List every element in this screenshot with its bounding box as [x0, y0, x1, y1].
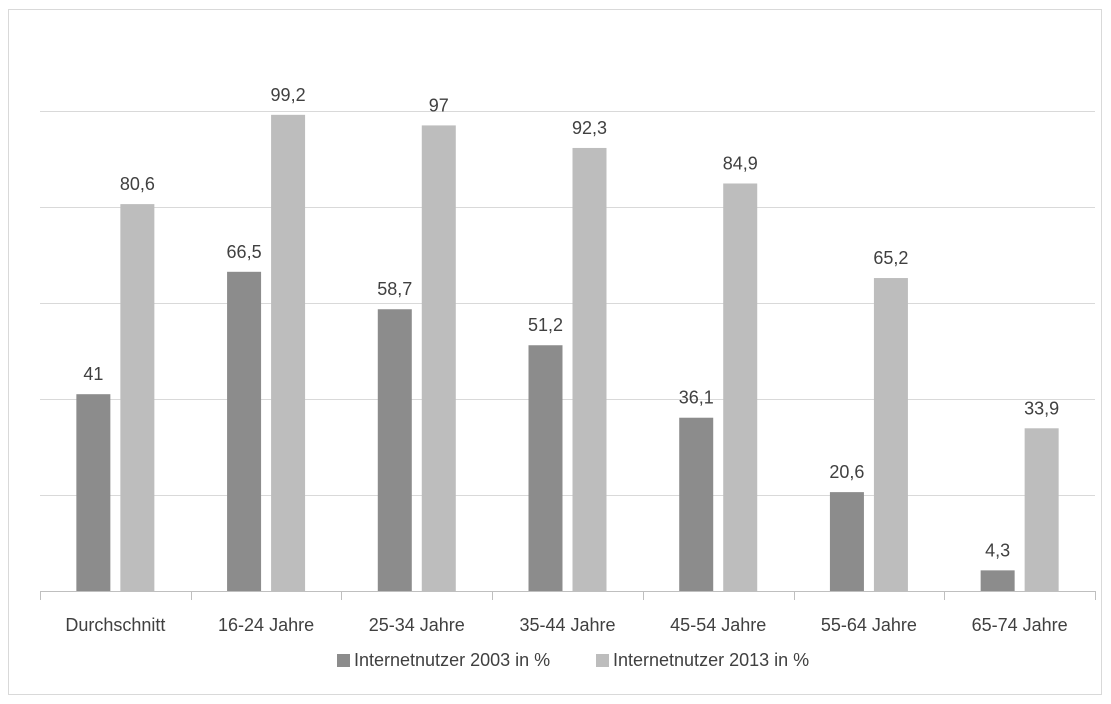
bar-2013	[120, 204, 155, 591]
x-tick-label: Durchschnitt	[65, 615, 165, 635]
legend-label: Internetnutzer 2013 in %	[613, 650, 809, 670]
bar-2013	[271, 114, 306, 591]
bar-2003	[76, 394, 111, 591]
bar-2003	[227, 271, 262, 591]
x-axis: Durchschnitt 16-24 Jahre 25-34 Jahre 35-44 …	[40, 591, 1096, 635]
data-label: 65,2	[873, 248, 908, 268]
bar-2013	[572, 147, 607, 591]
bar-2003	[528, 345, 563, 591]
bar-2003	[679, 417, 714, 591]
data-label: 97	[429, 95, 449, 115]
legend: Internetnutzer 2003 in % Internetnutzer 2…	[337, 650, 809, 670]
data-label: 92,3	[572, 118, 607, 138]
data-label: 41	[83, 364, 103, 384]
gridlines	[40, 111, 1095, 496]
data-labels: 41 80,6 66,5 99,2 58,7 97 51,2 92,3 36,1 84,9 20,6…	[83, 85, 1059, 561]
x-tick-label: 25-34 Jahre	[369, 615, 465, 635]
data-label: 4,3	[985, 540, 1010, 560]
data-label: 99,2	[271, 85, 306, 105]
data-label: 80,6	[120, 174, 155, 194]
x-tick-label: 65-74 Jahre	[972, 615, 1068, 635]
bar-2003	[829, 492, 864, 591]
bar-2003	[980, 570, 1015, 591]
data-label: 58,7	[377, 279, 412, 299]
bar-2013	[873, 278, 908, 591]
bar-2003	[377, 309, 412, 591]
legend-swatch	[337, 654, 350, 667]
data-label: 51,2	[528, 315, 563, 335]
legend-swatch	[596, 654, 609, 667]
bar-2013	[723, 183, 758, 592]
x-tick-label: 45-54 Jahre	[670, 615, 766, 635]
legend-label: Internetnutzer 2003 in %	[354, 650, 550, 670]
x-tick-label: 55-64 Jahre	[821, 615, 917, 635]
x-tick-label: 35-44 Jahre	[519, 615, 615, 635]
bar-2013	[1024, 428, 1059, 591]
data-label: 20,6	[829, 462, 864, 482]
bar-2013	[421, 125, 456, 592]
bars	[76, 114, 1059, 592]
data-label: 84,9	[723, 153, 758, 173]
data-label: 66,5	[227, 242, 262, 262]
data-label: 33,9	[1024, 398, 1059, 418]
data-label: 36,1	[679, 388, 714, 408]
x-tick-label: 16-24 Jahre	[218, 615, 314, 635]
